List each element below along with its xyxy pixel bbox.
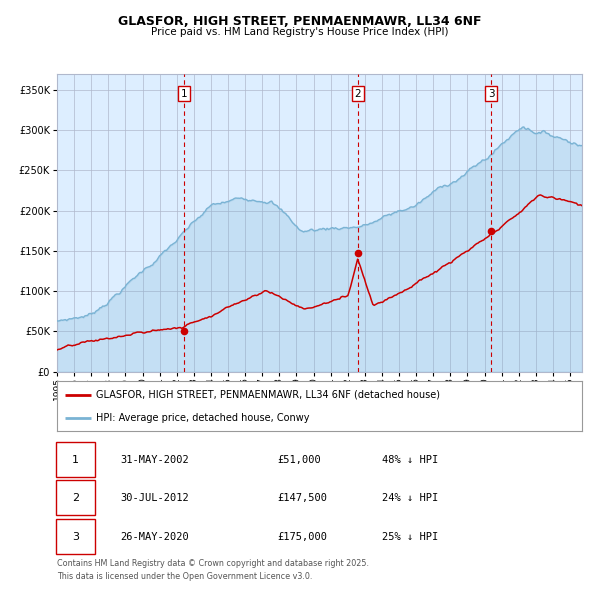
Text: £51,000: £51,000 <box>277 455 321 464</box>
FancyBboxPatch shape <box>56 519 95 554</box>
Text: 48% ↓ HPI: 48% ↓ HPI <box>383 455 439 464</box>
Text: 3: 3 <box>72 532 79 542</box>
Text: 1: 1 <box>72 455 79 464</box>
FancyBboxPatch shape <box>56 480 95 515</box>
Text: 2: 2 <box>72 493 79 503</box>
FancyBboxPatch shape <box>56 442 95 477</box>
Text: 3: 3 <box>488 89 495 99</box>
Text: GLASFOR, HIGH STREET, PENMAENMAWR, LL34 6NF: GLASFOR, HIGH STREET, PENMAENMAWR, LL34 … <box>118 15 482 28</box>
Text: 30-JUL-2012: 30-JUL-2012 <box>120 493 189 503</box>
Text: 26-MAY-2020: 26-MAY-2020 <box>120 532 189 542</box>
Text: GLASFOR, HIGH STREET, PENMAENMAWR, LL34 6NF (detached house): GLASFOR, HIGH STREET, PENMAENMAWR, LL34 … <box>97 389 440 399</box>
Text: 2: 2 <box>355 89 361 99</box>
Text: 25% ↓ HPI: 25% ↓ HPI <box>383 532 439 542</box>
Text: HPI: Average price, detached house, Conwy: HPI: Average price, detached house, Conw… <box>97 413 310 423</box>
Text: This data is licensed under the Open Government Licence v3.0.: This data is licensed under the Open Gov… <box>57 572 313 581</box>
Text: £147,500: £147,500 <box>277 493 328 503</box>
Text: Price paid vs. HM Land Registry's House Price Index (HPI): Price paid vs. HM Land Registry's House … <box>151 27 449 37</box>
Text: 1: 1 <box>181 89 187 99</box>
Text: Contains HM Land Registry data © Crown copyright and database right 2025.: Contains HM Land Registry data © Crown c… <box>57 559 369 568</box>
Text: 24% ↓ HPI: 24% ↓ HPI <box>383 493 439 503</box>
Text: £175,000: £175,000 <box>277 532 328 542</box>
Text: 31-MAY-2002: 31-MAY-2002 <box>120 455 189 464</box>
